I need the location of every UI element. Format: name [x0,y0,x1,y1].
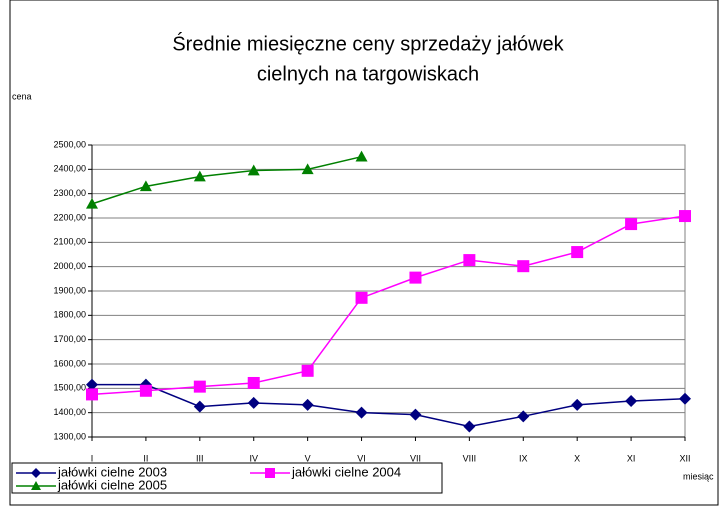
marker [517,260,530,273]
y-tick-label: 2400,00 [53,164,86,174]
y-tick-label: 2000,00 [53,261,86,271]
marker [193,170,206,182]
x-tick-label: X [574,453,580,463]
y-axis-label: cena [12,91,32,101]
chart-title: cielnych na targowiskach [257,63,479,85]
series-line [91,155,362,205]
y-tick-label: 1900,00 [53,285,86,295]
marker [625,394,638,407]
marker [301,163,314,175]
marker [355,291,368,304]
y-tick-label: 1800,00 [53,310,86,320]
marker [86,197,98,209]
x-tick-label: V [305,453,311,463]
y-tick-label: 1400,00 [53,407,86,417]
x-tick-label: XII [679,453,690,463]
marker [409,271,422,284]
marker [409,408,422,421]
marker [86,388,98,401]
legend-marker [31,481,41,490]
x-tick-label: IX [519,453,528,463]
x-tick-label: I [91,453,94,463]
marker [463,420,476,433]
legend-label: jałówki cielne 2003 [57,464,167,479]
marker [86,378,98,391]
legend-box [11,462,443,494]
y-tick-label: 2100,00 [53,237,86,247]
marker [355,406,368,419]
legend-label: jałówki cielne 2005 [57,477,167,492]
marker [571,246,584,259]
marker [571,398,584,411]
marker [247,396,260,409]
x-tick-label: III [196,453,204,463]
marker [139,180,152,192]
chart-title: Średnie miesięczne ceny sprzedaży jałówe… [172,31,564,55]
y-tick-label: 1700,00 [53,334,86,344]
legend-marker [265,468,275,478]
y-tick-label: 1600,00 [53,358,86,368]
y-tick-label: 1300,00 [53,431,86,441]
marker [625,218,638,231]
x-tick-label: VII [410,453,421,463]
marker [193,380,206,393]
marker [679,392,691,405]
marker [679,210,691,223]
marker [139,384,152,397]
y-tick-label: 2300,00 [53,188,86,198]
x-axis-label: miesiąc [683,471,714,481]
series-line [91,215,686,396]
y-tick-label: 1500,00 [53,383,86,393]
marker [193,400,206,413]
legend-marker [31,468,41,478]
y-tick-label: 2500,00 [53,139,86,149]
legend-label: jałówki cielne 2004 [291,464,401,479]
marker [247,376,260,389]
x-tick-label: VIII [463,453,477,463]
x-tick-label: IV [249,453,258,463]
y-tick-label: 2200,00 [53,212,86,222]
series-line [92,383,686,428]
marker [517,410,530,423]
marker [355,150,368,162]
marker [247,164,260,176]
marker [463,254,476,267]
marker [301,398,314,411]
marker [301,364,314,377]
x-tick-label: XI [627,453,636,463]
x-tick-label: II [143,453,148,463]
x-tick-label: VI [357,453,366,463]
